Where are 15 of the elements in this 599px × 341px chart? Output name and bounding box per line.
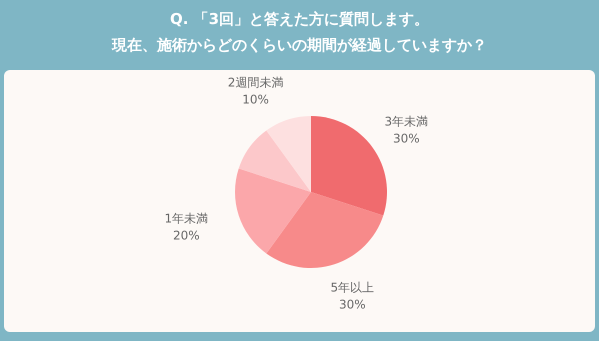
pie-slice xyxy=(235,168,311,254)
pie-slice xyxy=(266,116,311,192)
pie-slice xyxy=(266,192,384,268)
data-label: 10% xyxy=(242,92,269,106)
pie-slice xyxy=(311,116,387,216)
data-label: 20% xyxy=(172,228,200,242)
chart-title: Q. 「3回」と答えた方に質問します。 xyxy=(168,9,430,30)
slice-label: 1年未満 xyxy=(164,211,208,226)
pie-slice xyxy=(238,130,311,192)
chart-subtitle: 現在、施術からどのくらいの期間が経過していますか？ xyxy=(110,35,488,56)
slice-label: 5年以上 xyxy=(330,280,374,295)
slice-label: 3年未満 xyxy=(384,114,428,129)
slice-label: 2週間未満 xyxy=(228,75,284,90)
data-label: 30% xyxy=(393,132,420,146)
data-label: 30% xyxy=(339,298,366,312)
